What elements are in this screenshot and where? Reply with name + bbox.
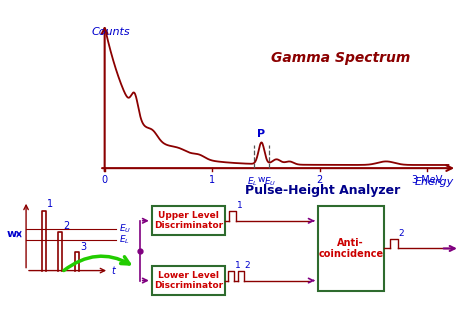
Text: 1: 1 [235,261,240,270]
FancyArrowPatch shape [64,256,129,271]
Text: $E_U$: $E_U$ [118,222,131,235]
Text: 0: 0 [101,175,108,185]
Text: 3: 3 [81,242,87,252]
Text: $E_U$: $E_U$ [264,175,276,188]
Text: 2: 2 [64,221,70,231]
Text: 2: 2 [245,261,250,270]
Text: 1: 1 [209,175,215,185]
Text: w: w [258,175,265,184]
FancyBboxPatch shape [152,206,225,235]
Text: 3 MeV: 3 MeV [412,175,442,185]
FancyBboxPatch shape [318,206,384,291]
Text: $E_L$: $E_L$ [247,175,258,188]
Text: Counts: Counts [92,27,130,37]
Text: 2: 2 [316,175,323,185]
Text: t: t [111,266,115,276]
Text: Lower Level
Discriminator: Lower Level Discriminator [154,271,223,290]
Text: Upper Level
Discriminator: Upper Level Discriminator [154,211,223,230]
Text: $E_L$: $E_L$ [118,233,129,246]
Text: 1: 1 [237,201,242,210]
Text: Anti-
coincidence: Anti- coincidence [318,238,383,259]
Text: Gamma Spectrum: Gamma Spectrum [271,50,410,64]
Text: Energy: Energy [415,177,454,187]
FancyBboxPatch shape [152,266,225,295]
Text: w: w [7,229,17,239]
Text: Pulse-Height Analyzer: Pulse-Height Analyzer [245,184,400,197]
Text: P: P [257,129,265,139]
Text: 1: 1 [47,199,54,209]
Text: 2: 2 [399,229,404,238]
